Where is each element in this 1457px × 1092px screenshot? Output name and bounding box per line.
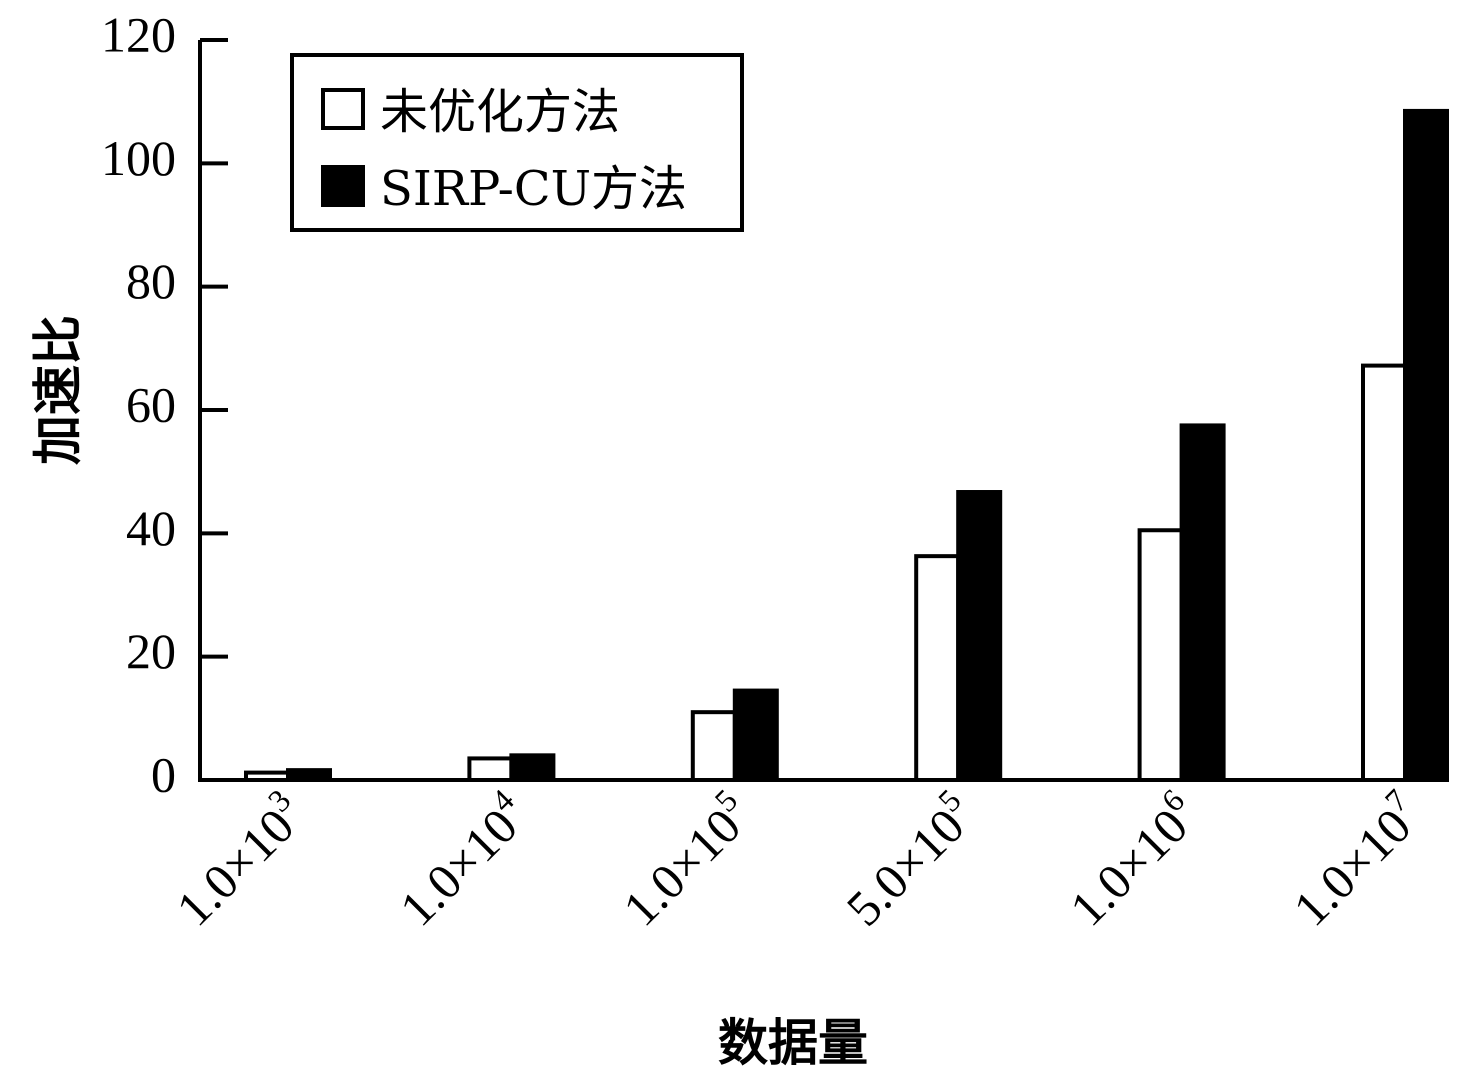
x-tick-label: 1.0×103 — [161, 782, 316, 937]
bar-sirp-cu-5 — [1403, 108, 1449, 782]
bar-sirp-cu-1 — [509, 753, 556, 782]
y-tick-label: 40 — [126, 500, 176, 556]
y-tick-label: 80 — [126, 253, 176, 309]
x-tick-label: 1.0×105 — [608, 782, 763, 937]
bar-unoptimized-1 — [467, 756, 514, 783]
bar-unoptimized-4 — [1137, 528, 1184, 782]
y-tick-label: 0 — [151, 746, 176, 802]
legend-swatch-sirp-cu — [321, 165, 365, 207]
x-tick-labels: 1.0×103 1.0×104 1.0×105 5.0×105 1.0×106 1.0×1… — [161, 782, 1433, 937]
legend-label-unoptimized: 未优化方法 — [380, 84, 620, 140]
y-tick-label: 100 — [101, 130, 176, 186]
bar-sirp-cu-2 — [732, 688, 779, 782]
bar-unoptimized-0 — [244, 770, 290, 782]
x-tick-label: 1.0×107 — [1278, 782, 1433, 937]
bar-sirp-cu-4 — [1179, 423, 1226, 782]
x-axis-title: 数据量 — [718, 1013, 868, 1072]
x-tick-label: 1.0×106 — [1055, 782, 1210, 937]
bar-sirp-cu-0 — [286, 768, 332, 783]
legend-label-sirp-cu: SIRP-CU方法 — [380, 161, 687, 217]
y-tick-label: 60 — [126, 376, 176, 432]
legend-swatch-unoptimized — [321, 88, 365, 130]
bar-unoptimized-5 — [1361, 363, 1407, 782]
y-tick-label: 20 — [126, 623, 176, 679]
bars — [244, 108, 1449, 783]
legend-box — [290, 53, 744, 232]
y-axis-title: 加速比 — [28, 315, 87, 465]
y-tick-label: 120 — [101, 6, 176, 62]
x-tick-label: 5.0×105 — [831, 782, 986, 937]
y-ticks: 0 20 40 60 80 100 120 — [101, 6, 228, 802]
bar-unoptimized-2 — [690, 710, 737, 783]
bar-sirp-cu-3 — [956, 490, 1003, 782]
legend: 未优化方法 SIRP-CU方法 — [290, 53, 744, 232]
x-tick-label: 1.0×104 — [385, 782, 540, 937]
bar-unoptimized-3 — [914, 554, 961, 783]
